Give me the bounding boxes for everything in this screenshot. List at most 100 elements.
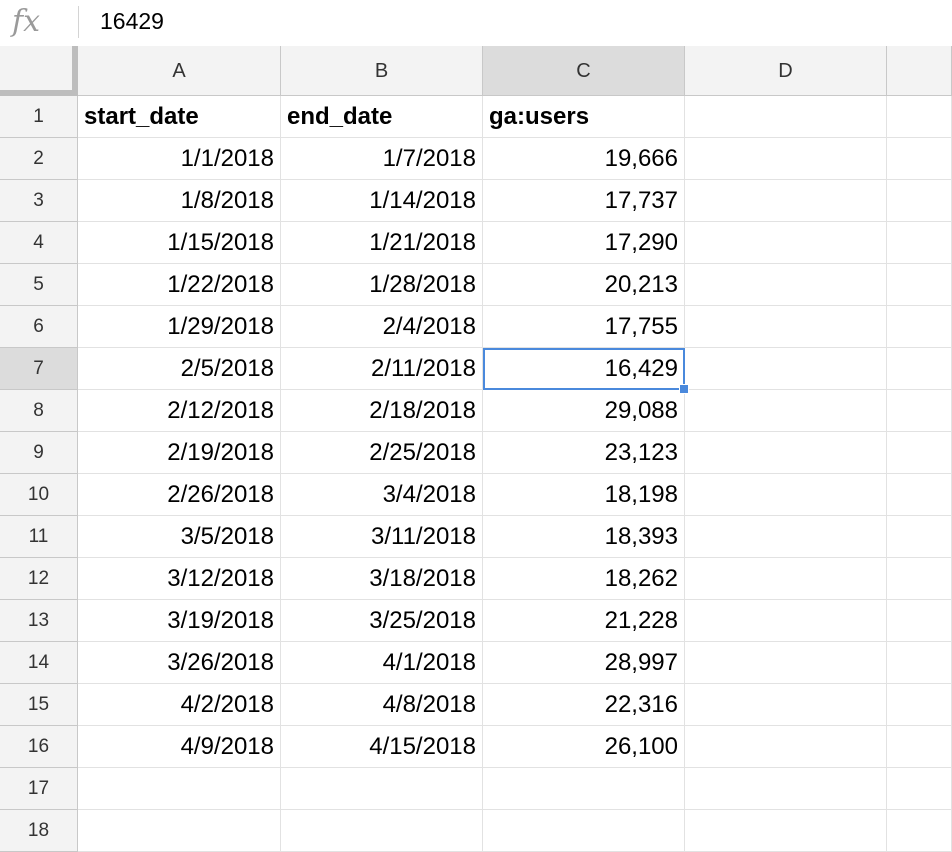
cell-c12[interactable]: 18,262	[483, 558, 685, 600]
row-header-4[interactable]: 4	[0, 222, 78, 264]
row-header-2[interactable]: 2	[0, 138, 78, 180]
cell-e6[interactable]	[887, 306, 952, 348]
row-header-1[interactable]: 1	[0, 96, 78, 138]
cell-a6[interactable]: 1/29/2018	[78, 306, 281, 348]
cell-d8[interactable]	[685, 390, 887, 432]
cell-b15[interactable]: 4/8/2018	[281, 684, 483, 726]
cell-e13[interactable]	[887, 600, 952, 642]
cell-b6[interactable]: 2/4/2018	[281, 306, 483, 348]
row-header-14[interactable]: 14	[0, 642, 78, 684]
cell-b9[interactable]: 2/25/2018	[281, 432, 483, 474]
header-cell-a[interactable]: start_date	[78, 96, 281, 138]
cell-d6[interactable]	[685, 306, 887, 348]
cell-d17[interactable]	[685, 768, 887, 810]
cell-b8[interactable]: 2/18/2018	[281, 390, 483, 432]
cell-b3[interactable]: 1/14/2018	[281, 180, 483, 222]
cell-a9[interactable]: 2/19/2018	[78, 432, 281, 474]
cell-d14[interactable]	[685, 642, 887, 684]
cell-b4[interactable]: 1/21/2018	[281, 222, 483, 264]
header-cell-e[interactable]	[887, 96, 952, 138]
cell-e7[interactable]	[887, 348, 952, 390]
cell-d9[interactable]	[685, 432, 887, 474]
cell-c14[interactable]: 28,997	[483, 642, 685, 684]
row-header-3[interactable]: 3	[0, 180, 78, 222]
cell-a10[interactable]: 2/26/2018	[78, 474, 281, 516]
cell-a13[interactable]: 3/19/2018	[78, 600, 281, 642]
cell-e16[interactable]	[887, 726, 952, 768]
cell-e11[interactable]	[887, 516, 952, 558]
row-header-16[interactable]: 16	[0, 726, 78, 768]
row-header-7[interactable]: 7	[0, 348, 78, 390]
cell-b10[interactable]: 3/4/2018	[281, 474, 483, 516]
cell-a3[interactable]: 1/8/2018	[78, 180, 281, 222]
cell-e18[interactable]	[887, 810, 952, 852]
cell-e8[interactable]	[887, 390, 952, 432]
cell-d15[interactable]	[685, 684, 887, 726]
fill-handle[interactable]	[679, 384, 689, 394]
cell-c4[interactable]: 17,290	[483, 222, 685, 264]
cell-e2[interactable]	[887, 138, 952, 180]
cell-c7[interactable]: 16,429	[483, 348, 685, 390]
header-cell-c[interactable]: ga:users	[483, 96, 685, 138]
row-header-6[interactable]: 6	[0, 306, 78, 348]
cell-a18[interactable]	[78, 810, 281, 852]
cell-d7[interactable]	[685, 348, 887, 390]
row-header-12[interactable]: 12	[0, 558, 78, 600]
cell-e15[interactable]	[887, 684, 952, 726]
cell-a12[interactable]: 3/12/2018	[78, 558, 281, 600]
cell-a17[interactable]	[78, 768, 281, 810]
cell-c15[interactable]: 22,316	[483, 684, 685, 726]
cell-b18[interactable]	[281, 810, 483, 852]
cell-b11[interactable]: 3/11/2018	[281, 516, 483, 558]
cell-d4[interactable]	[685, 222, 887, 264]
cell-e3[interactable]	[887, 180, 952, 222]
cell-b17[interactable]	[281, 768, 483, 810]
row-header-10[interactable]: 10	[0, 474, 78, 516]
header-cell-b[interactable]: end_date	[281, 96, 483, 138]
cell-e14[interactable]	[887, 642, 952, 684]
cell-c10[interactable]: 18,198	[483, 474, 685, 516]
column-header-c[interactable]: C	[483, 46, 685, 96]
cell-d2[interactable]	[685, 138, 887, 180]
cell-c13[interactable]: 21,228	[483, 600, 685, 642]
cell-b16[interactable]: 4/15/2018	[281, 726, 483, 768]
cell-a2[interactable]: 1/1/2018	[78, 138, 281, 180]
cell-d13[interactable]	[685, 600, 887, 642]
cell-b14[interactable]: 4/1/2018	[281, 642, 483, 684]
row-header-8[interactable]: 8	[0, 390, 78, 432]
cell-c8[interactable]: 29,088	[483, 390, 685, 432]
cell-d12[interactable]	[685, 558, 887, 600]
cell-b12[interactable]: 3/18/2018	[281, 558, 483, 600]
cell-a11[interactable]: 3/5/2018	[78, 516, 281, 558]
cell-b2[interactable]: 1/7/2018	[281, 138, 483, 180]
row-header-18[interactable]: 18	[0, 810, 78, 852]
row-header-11[interactable]: 11	[0, 516, 78, 558]
cell-d16[interactable]	[685, 726, 887, 768]
select-all-corner[interactable]	[0, 46, 78, 96]
row-header-9[interactable]: 9	[0, 432, 78, 474]
cell-e10[interactable]	[887, 474, 952, 516]
cell-c16[interactable]: 26,100	[483, 726, 685, 768]
cell-c17[interactable]	[483, 768, 685, 810]
cell-c5[interactable]: 20,213	[483, 264, 685, 306]
cell-a14[interactable]: 3/26/2018	[78, 642, 281, 684]
column-header-b[interactable]: B	[281, 46, 483, 96]
row-header-5[interactable]: 5	[0, 264, 78, 306]
frozen-row-divider[interactable]	[0, 90, 78, 96]
cell-c18[interactable]	[483, 810, 685, 852]
cell-e12[interactable]	[887, 558, 952, 600]
column-header-d[interactable]: D	[685, 46, 887, 96]
cell-d18[interactable]	[685, 810, 887, 852]
cell-c3[interactable]: 17,737	[483, 180, 685, 222]
cell-a5[interactable]: 1/22/2018	[78, 264, 281, 306]
formula-input[interactable]: 16429	[100, 8, 164, 34]
column-header-a[interactable]: A	[78, 46, 281, 96]
cell-c6[interactable]: 17,755	[483, 306, 685, 348]
cell-e9[interactable]	[887, 432, 952, 474]
cell-a15[interactable]: 4/2/2018	[78, 684, 281, 726]
cell-e17[interactable]	[887, 768, 952, 810]
cell-a7[interactable]: 2/5/2018	[78, 348, 281, 390]
cell-d5[interactable]	[685, 264, 887, 306]
row-header-13[interactable]: 13	[0, 600, 78, 642]
cell-c2[interactable]: 19,666	[483, 138, 685, 180]
